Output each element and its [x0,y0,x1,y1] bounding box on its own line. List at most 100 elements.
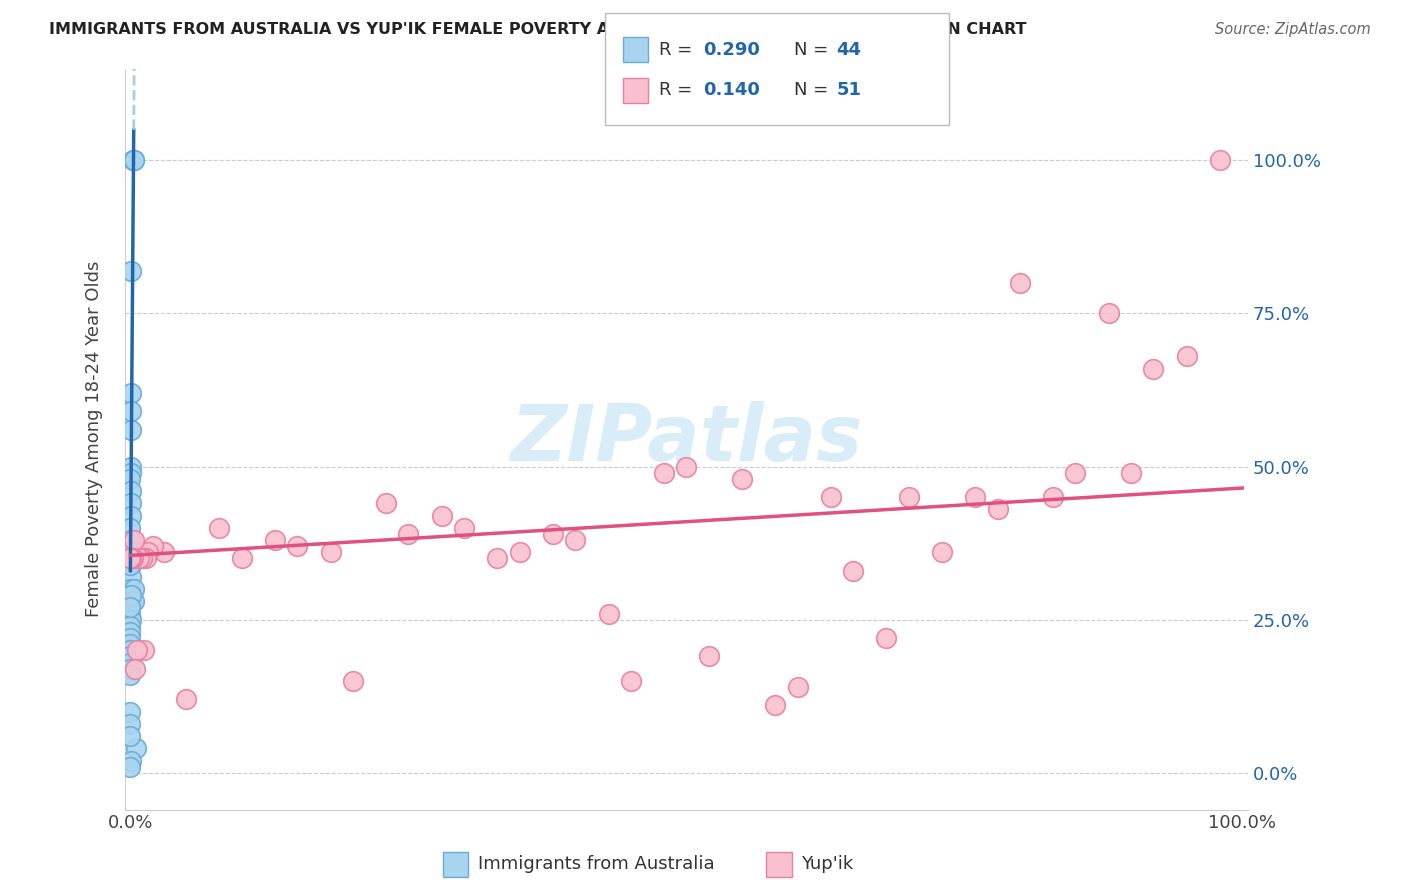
Point [208,521,231,535]
Point [120,594,142,608]
Text: Source: ZipAtlas.com: Source: ZipAtlas.com [1215,22,1371,37]
Point [122,594,145,608]
Point [121,551,143,566]
Point [120,729,142,743]
Point [120,624,142,639]
Point [598,607,620,621]
Point [120,472,142,486]
Point [152,545,174,559]
Point [120,619,142,633]
Point [285,539,308,553]
Point [120,716,142,731]
Point [174,692,197,706]
Point [541,527,564,541]
Point [120,521,142,535]
Point [121,551,143,566]
Text: 44: 44 [837,41,862,59]
Point [120,533,142,547]
Point [1119,466,1142,480]
Point [142,539,165,553]
Point [120,570,142,584]
Text: 51: 51 [837,81,862,99]
Point [120,423,142,437]
Point [731,472,754,486]
Point [121,153,143,168]
Point [1008,276,1031,290]
Point [697,649,720,664]
Point [122,153,145,168]
Point [120,466,142,480]
Point [125,643,148,657]
Point [121,459,143,474]
Point [120,649,142,664]
Point [135,551,157,566]
Point [1142,361,1164,376]
Text: 0.290: 0.290 [703,41,759,59]
Point [120,631,142,645]
Point [987,502,1010,516]
Text: 0.140: 0.140 [703,81,759,99]
Point [120,759,142,773]
Text: Immigrants from Australia: Immigrants from Australia [478,855,714,873]
Point [120,508,142,523]
Point [120,558,142,572]
Point [396,527,419,541]
Point [430,508,453,523]
Point [120,386,142,401]
Point [342,673,364,688]
Point [620,673,643,688]
Point [120,643,142,657]
Point [120,613,142,627]
Point [965,490,987,504]
Point [120,496,142,510]
Point [120,705,142,719]
Point [842,564,865,578]
Point [1098,306,1121,320]
Text: R =: R = [659,41,699,59]
Point [120,558,142,572]
Point [931,545,953,559]
Point [763,698,786,713]
Point [128,551,150,566]
Point [264,533,287,547]
Point [231,551,253,566]
Point [125,741,148,756]
Point [486,551,509,566]
Point [120,551,142,566]
Point [120,588,142,602]
Point [1209,153,1232,168]
Point [136,545,159,559]
Point [509,545,531,559]
Point [786,680,808,694]
Point [120,404,142,418]
Point [131,551,153,566]
Point [120,656,142,670]
Point [120,600,142,615]
Point [120,600,142,615]
Point [120,551,142,566]
Point [375,496,398,510]
Point [120,484,142,499]
Point [124,662,146,676]
Point [121,263,143,277]
Point [1042,490,1064,504]
Point [120,662,142,676]
Point [1175,349,1198,363]
Point [120,637,142,651]
Point [121,754,143,768]
Point [122,533,145,547]
Text: Yup'ik: Yup'ik [801,855,853,873]
Point [820,490,842,504]
Point [132,643,155,657]
Text: N =: N = [794,41,834,59]
Text: N =: N = [794,81,834,99]
Text: R =: R = [659,81,699,99]
Point [120,582,142,596]
Point [564,533,586,547]
Point [319,545,342,559]
Point [122,153,145,168]
Point [675,459,697,474]
Point [122,582,145,596]
Text: ZIPatlas: ZIPatlas [510,401,862,477]
Point [1064,466,1087,480]
